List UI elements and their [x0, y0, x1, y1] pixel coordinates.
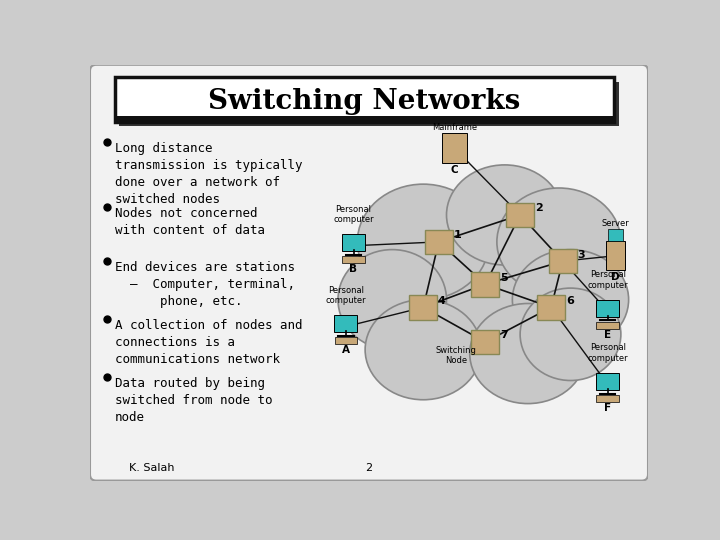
FancyBboxPatch shape	[442, 132, 467, 164]
FancyBboxPatch shape	[596, 300, 619, 316]
FancyBboxPatch shape	[120, 82, 618, 126]
Text: Nodes not concerned
with content of data: Nodes not concerned with content of data	[114, 207, 265, 237]
Text: Personal
computer: Personal computer	[325, 286, 366, 305]
Text: D: D	[611, 272, 620, 282]
Text: 2: 2	[366, 463, 372, 473]
Text: A collection of nodes and
connections is a
communications network: A collection of nodes and connections is…	[114, 319, 302, 366]
Text: Personal
computer: Personal computer	[333, 205, 374, 224]
FancyBboxPatch shape	[334, 315, 357, 332]
FancyBboxPatch shape	[596, 373, 619, 390]
FancyBboxPatch shape	[606, 241, 625, 271]
FancyBboxPatch shape	[596, 322, 619, 328]
Ellipse shape	[446, 165, 563, 265]
FancyBboxPatch shape	[549, 249, 577, 273]
Text: Long distance
transmission is typically
done over a network of
switched nodes: Long distance transmission is typically …	[114, 142, 302, 206]
Text: 1: 1	[454, 231, 462, 240]
FancyBboxPatch shape	[472, 272, 499, 296]
FancyBboxPatch shape	[506, 202, 534, 227]
FancyBboxPatch shape	[608, 229, 623, 241]
FancyBboxPatch shape	[537, 295, 565, 320]
Text: E: E	[604, 330, 611, 340]
Text: Personal
computer: Personal computer	[588, 343, 628, 363]
Text: Switching Networks: Switching Networks	[208, 88, 521, 115]
Text: Personal
computer: Personal computer	[588, 270, 628, 289]
Text: C: C	[451, 165, 458, 175]
Text: 3: 3	[577, 249, 585, 260]
Ellipse shape	[357, 184, 489, 300]
Text: F: F	[604, 403, 611, 413]
Text: Data routed by being
switched from node to
node: Data routed by being switched from node …	[114, 377, 272, 424]
Text: 7: 7	[500, 330, 508, 340]
FancyBboxPatch shape	[472, 330, 499, 354]
FancyBboxPatch shape	[114, 116, 614, 122]
FancyBboxPatch shape	[409, 295, 437, 320]
FancyBboxPatch shape	[342, 234, 365, 251]
Text: Server: Server	[602, 219, 629, 228]
Ellipse shape	[365, 300, 482, 400]
Text: End devices are stations
  –  Computer, terminal,
      phone, etc.: End devices are stations – Computer, ter…	[114, 261, 294, 308]
Ellipse shape	[377, 200, 578, 361]
FancyBboxPatch shape	[342, 256, 365, 263]
Text: Switching
Node: Switching Node	[436, 346, 476, 365]
FancyBboxPatch shape	[425, 230, 453, 254]
Text: 2: 2	[535, 204, 543, 213]
Text: Mainframe: Mainframe	[432, 123, 477, 132]
Text: K. Salah: K. Salah	[130, 463, 175, 473]
Text: 4: 4	[438, 296, 446, 306]
Ellipse shape	[497, 188, 621, 296]
FancyBboxPatch shape	[90, 65, 648, 481]
Ellipse shape	[338, 249, 446, 350]
FancyBboxPatch shape	[335, 337, 357, 344]
Ellipse shape	[513, 249, 629, 350]
Ellipse shape	[520, 288, 621, 381]
FancyBboxPatch shape	[596, 395, 619, 402]
Text: 6: 6	[566, 296, 574, 306]
FancyBboxPatch shape	[114, 77, 614, 122]
Text: A: A	[342, 345, 350, 355]
Text: B: B	[349, 264, 358, 274]
Ellipse shape	[469, 303, 586, 403]
Text: 5: 5	[500, 273, 508, 283]
